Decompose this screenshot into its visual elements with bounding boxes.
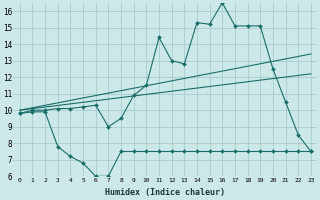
X-axis label: Humidex (Indice chaleur): Humidex (Indice chaleur) bbox=[105, 188, 225, 197]
